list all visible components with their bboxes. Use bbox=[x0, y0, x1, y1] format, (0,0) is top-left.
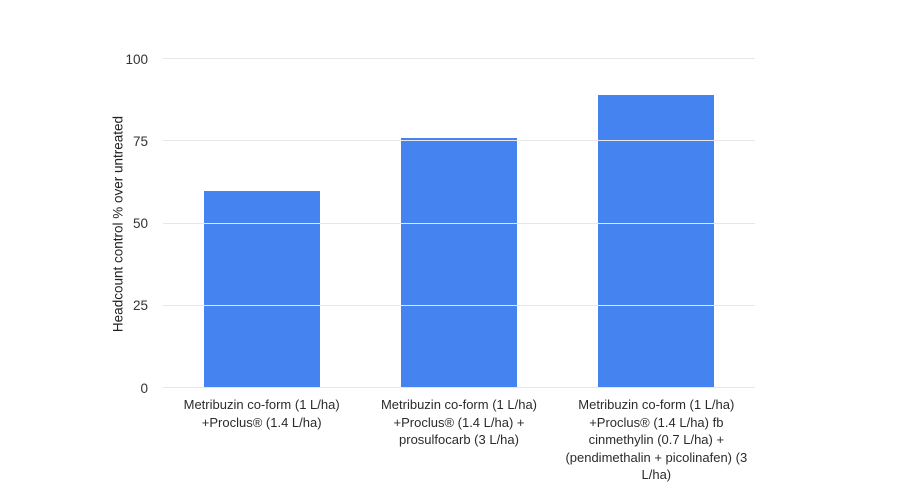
y-tick-label-100: 100 bbox=[125, 51, 148, 67]
gridline-75 bbox=[163, 140, 755, 142]
y-tick-label-50: 50 bbox=[132, 215, 148, 231]
x-label-1: Metribuzin co-form (1 L/ha) +Proclus® (1… bbox=[183, 397, 340, 430]
bar-slot-3 bbox=[558, 59, 755, 388]
x-label-2: Metribuzin co-form (1 L/ha) +Proclus® (1… bbox=[380, 397, 538, 448]
y-tick-label-25: 25 bbox=[132, 298, 148, 313]
bar-slot-1 bbox=[163, 59, 360, 388]
gridline-50 bbox=[163, 222, 755, 224]
bar-1 bbox=[203, 190, 320, 388]
x-label-3: Metribuzin co-form (1 L/ha) +Proclus® (1… bbox=[565, 397, 748, 483]
gridline-25 bbox=[163, 304, 755, 306]
x-axis-labels: Metribuzin co-form (1 L/ha) +Proclus® (1… bbox=[163, 396, 755, 484]
bar-3 bbox=[598, 95, 715, 388]
bar-slot-2 bbox=[360, 59, 557, 388]
bars-row bbox=[163, 59, 755, 388]
gridline-0 bbox=[163, 387, 755, 388]
y-tick-label-75: 75 bbox=[132, 133, 148, 149]
plot-area: 0 25 50 75 100 bbox=[125, 52, 755, 394]
y-tick-label-0: 0 bbox=[140, 380, 148, 396]
bar-2 bbox=[400, 137, 517, 388]
gridline-100 bbox=[163, 58, 755, 59]
y-axis-title: Headcount control % over untreated bbox=[110, 115, 126, 333]
